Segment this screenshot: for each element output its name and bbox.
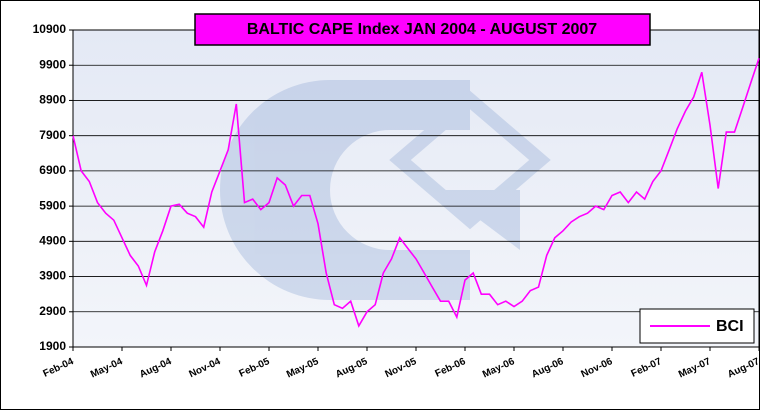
y-tick-label: 7900	[39, 128, 66, 142]
legend-label: BCI	[716, 318, 744, 335]
y-tick-label: 10900	[33, 22, 67, 36]
y-tick-label: 3900	[39, 269, 66, 283]
watermark	[220, 80, 551, 300]
marks	[72, 57, 760, 328]
y-tick-label: 4900	[39, 234, 66, 248]
chart-title: BALTIC CAPE Index JAN 2004 - AUGUST 2007	[247, 21, 597, 38]
y-tick-label: 6900	[39, 163, 66, 177]
y-tick-label: 2900	[39, 304, 66, 318]
y-tick-label: 9900	[39, 57, 66, 71]
y-tick-label: 1900	[39, 339, 66, 353]
y-tick-label: 5900	[39, 198, 66, 212]
title-box	[194, 13, 651, 46]
y-tick-label: 8900	[39, 93, 66, 107]
plot-area	[73, 30, 759, 347]
series-line	[72, 57, 760, 328]
